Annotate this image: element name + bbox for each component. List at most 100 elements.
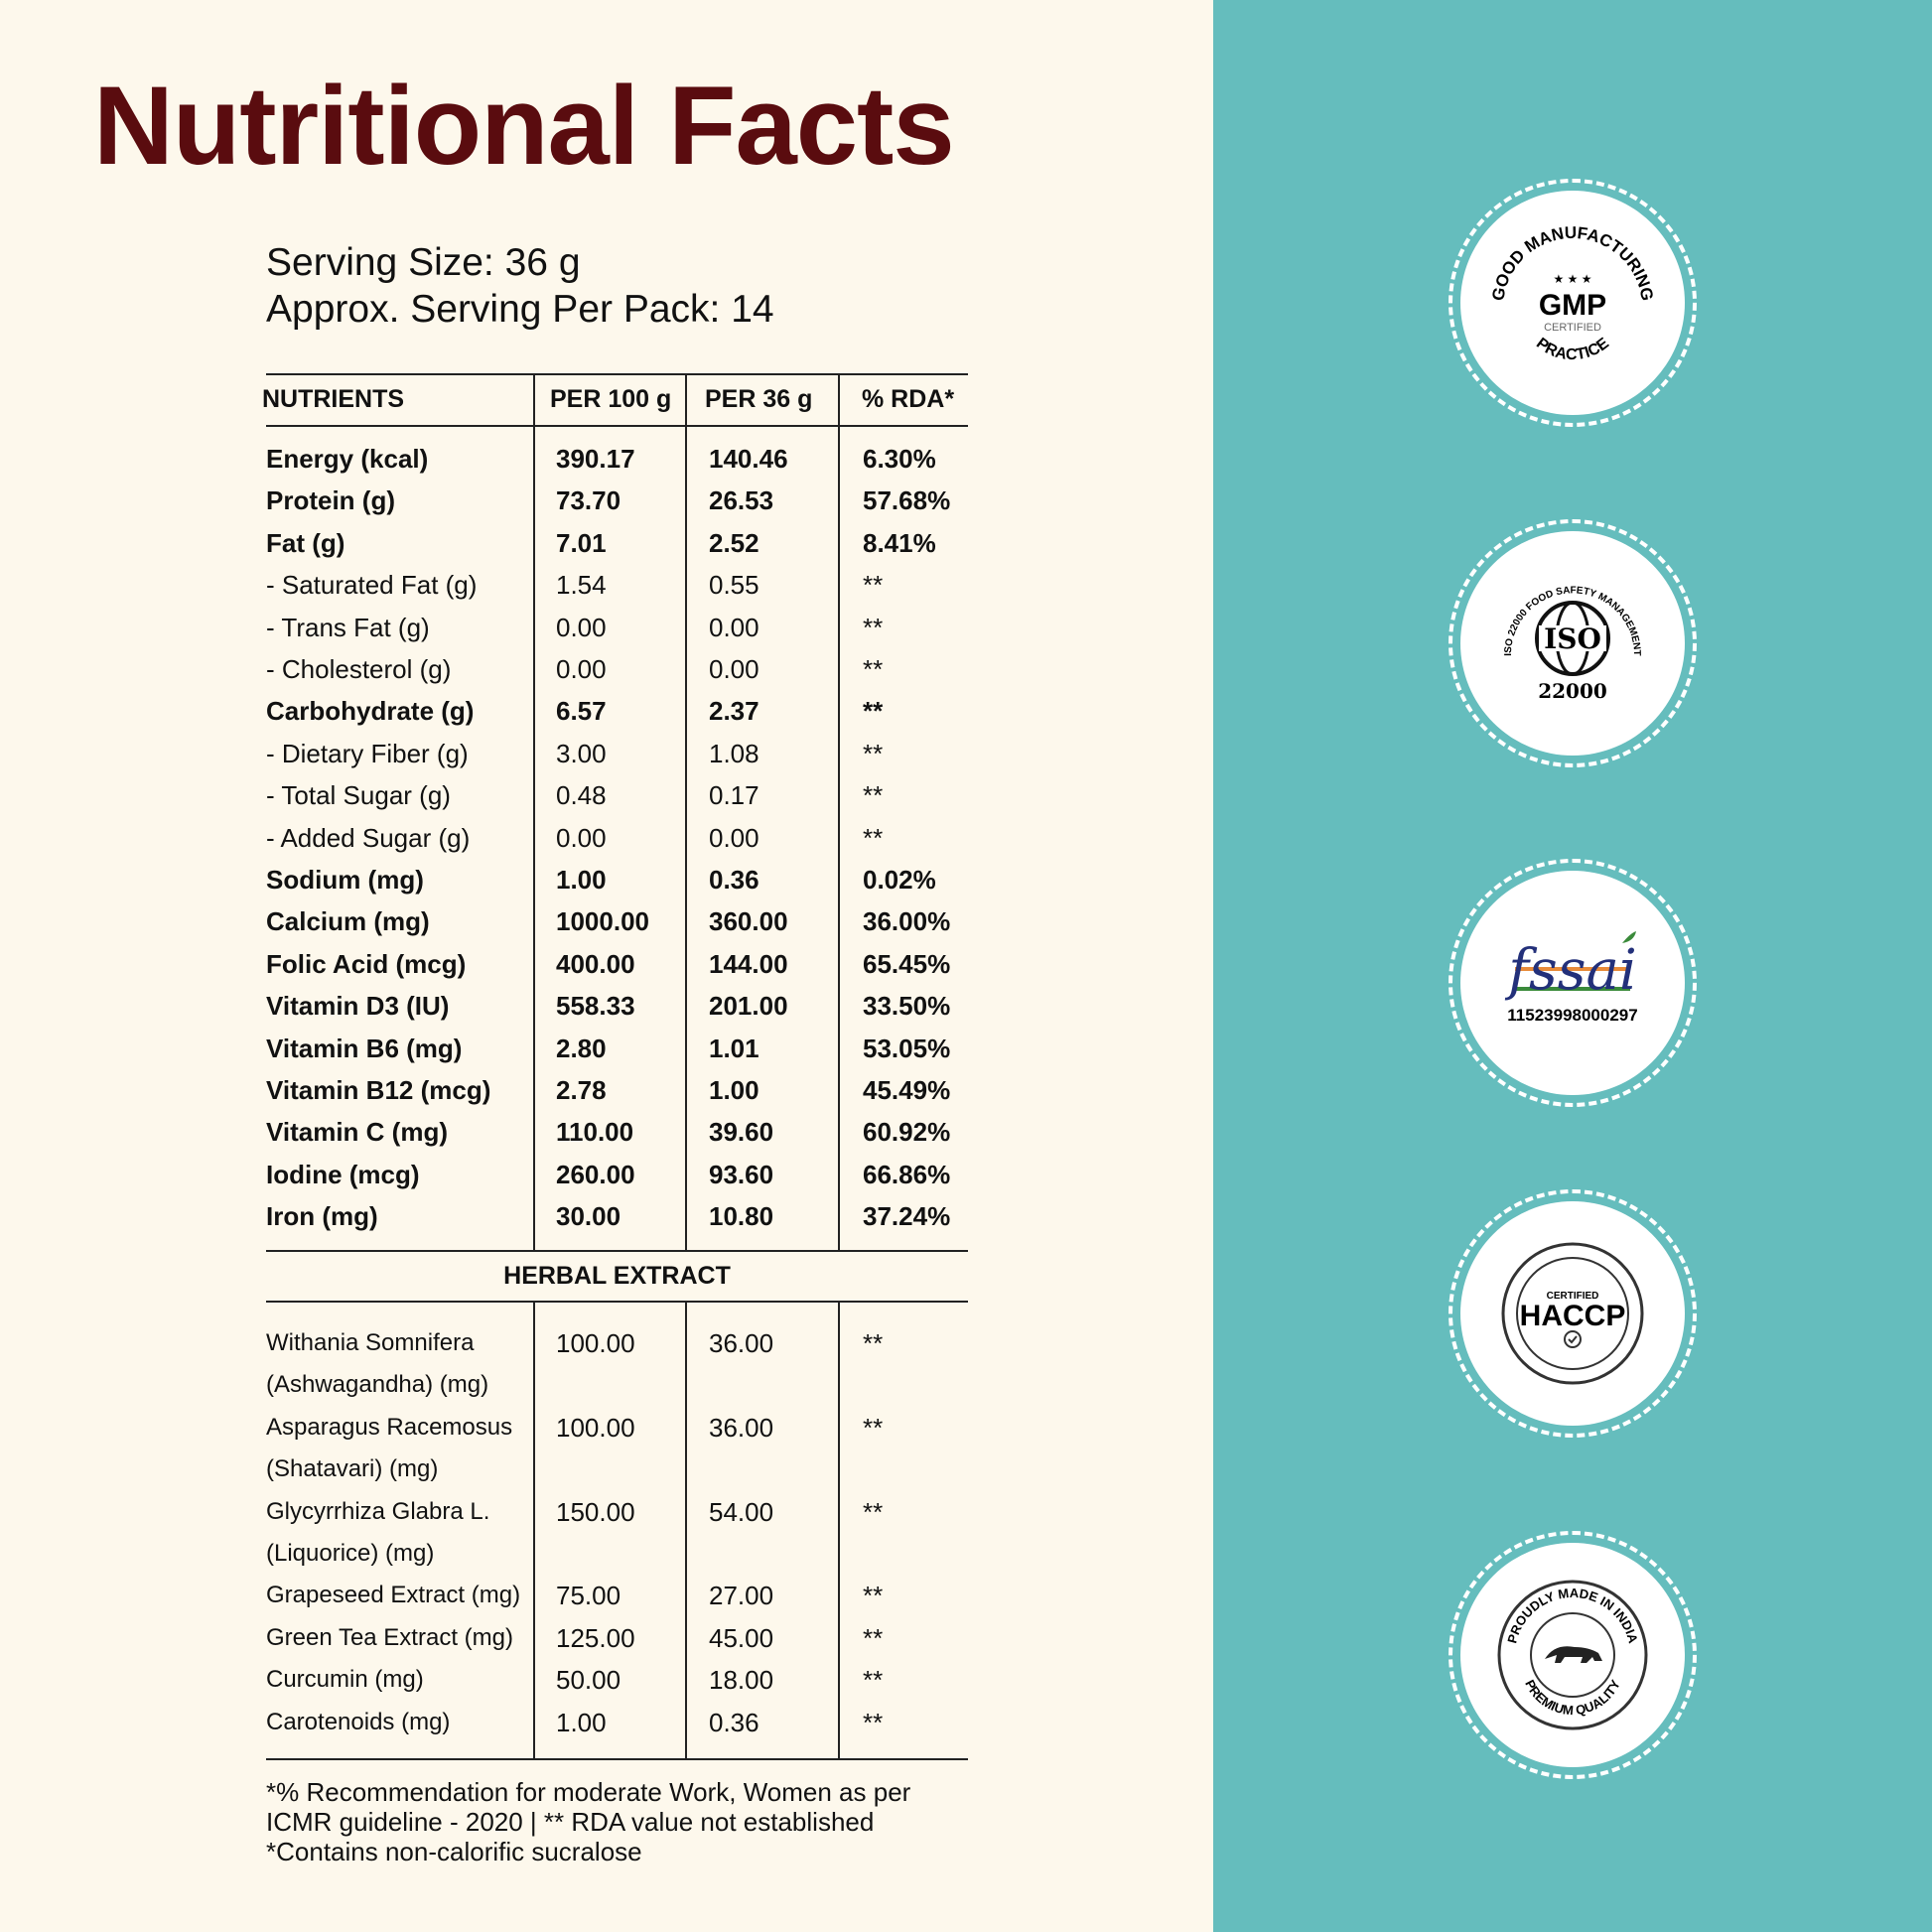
divider [266,1250,968,1252]
per-36g-value: 0.00 [709,612,759,642]
herbal-name: Curcumin (mg) [266,1666,424,1694]
divider [838,374,840,1251]
footnote: ICMR guideline - 2020 | ** RDA value not… [266,1807,875,1837]
herbal-per-36g-value: 0.36 [709,1707,759,1737]
per-36g-value: 0.17 [709,780,759,811]
nutrient-name: Protein (g) [266,485,395,516]
herbal-extract-heading: HERBAL EXTRACT [503,1262,731,1290]
per-36g-value: 1.08 [709,738,759,768]
gmp-logo-icon: GOOD MANUFACTURING GMP CERTIFIED PRACTIC… [1488,223,1657,363]
footnote: *% Recommendation for moderate Work, Wom… [266,1777,911,1807]
nutrient-name: Iodine (mcg) [266,1159,420,1189]
rda-value: 37.24% [863,1201,951,1232]
serving-size: Serving Size: 36 g [266,241,581,284]
nutrient-name: - Trans Fat (g) [266,612,430,642]
svg-text:ISO: ISO [1544,622,1601,655]
per-36g-value: 0.55 [709,570,759,601]
svg-text:★ ★ ★: ★ ★ ★ [1554,272,1592,286]
herbal-per-36g-value: 36.00 [709,1412,774,1443]
nutrient-name: - Added Sugar (g) [266,822,471,853]
per-100g-value: 6.57 [556,696,607,727]
rda-value: 57.68% [863,485,951,516]
per-100g-value: 110.00 [556,1117,634,1148]
gmp-badge: GOOD MANUFACTURING GMP CERTIFIED PRACTIC… [1449,179,1697,427]
nutrient-name: Iron (mg) [266,1201,378,1232]
herbal-per-100g-value: 75.00 [556,1581,621,1611]
nutrient-name: Vitamin B12 (mcg) [266,1075,491,1105]
divider [533,1302,535,1759]
divider [266,1301,968,1303]
herbal-name: Withania Somnifera [266,1329,475,1356]
page-title: Nutritional Facts [93,64,955,188]
haccp-badge: CERTIFIED HACCP [1449,1189,1697,1438]
nutrient-name: Vitamin D3 (IU) [266,991,450,1022]
svg-text:fssai: fssai [1504,938,1637,1003]
per-100g-value: 2.80 [556,1033,607,1063]
herbal-per-36g-value: 18.00 [709,1665,774,1696]
footnote: *Contains non-calorific sucralose [266,1837,642,1866]
rda-value: 0.02% [863,865,936,895]
per-36g-value: 0.00 [709,654,759,684]
per-36g-value: 140.46 [709,444,788,474]
per-36g-value: 0.00 [709,822,759,853]
herbal-per-100g-value: 50.00 [556,1665,621,1696]
per-100g-value: 7.01 [556,527,607,558]
rda-value: ** [863,612,884,642]
nutrient-name: - Dietary Fiber (g) [266,738,469,768]
per-100g-value: 30.00 [556,1201,621,1232]
divider [266,373,968,375]
herbal-per-100g-value: 150.00 [556,1496,635,1527]
nutrient-name: Energy (kcal) [266,444,429,474]
rda-value: ** [863,822,884,853]
svg-text:HACCP: HACCP [1520,1300,1626,1332]
nutrient-name: - Cholesterol (g) [266,654,452,684]
servings-per-pack: Approx. Serving Per Pack: 14 [266,288,774,331]
herbal-name: (Liquorice) (mg) [266,1540,435,1567]
svg-text:CERTIFIED: CERTIFIED [1547,1291,1599,1302]
herbal-per-100g-value: 1.00 [556,1707,607,1737]
herbal-per-100g-value: 100.00 [556,1412,635,1443]
per-100g-value: 0.00 [556,654,607,684]
per-36g-value: 10.80 [709,1201,774,1232]
herbal-per-100g-value: 125.00 [556,1622,635,1653]
svg-text:GMP: GMP [1539,289,1606,322]
nutrient-name: Fat (g) [266,527,345,558]
herbal-per-36g-value: 27.00 [709,1581,774,1611]
header-nutrients: NUTRIENTS [262,385,405,413]
herbal-name: (Ashwagandha) (mg) [266,1371,489,1399]
herbal-rda-value: ** [863,1412,884,1443]
herbal-name: Grapeseed Extract (mg) [266,1582,521,1609]
divider [838,1302,840,1759]
rda-value: 33.50% [863,991,951,1022]
svg-text:PROUDLY MADE IN INDIA: PROUDLY MADE IN INDIA [1504,1586,1641,1645]
herbal-rda-value: ** [863,1328,884,1358]
rda-value: ** [863,570,884,601]
per-100g-value: 1000.00 [556,906,649,937]
made-in-india-logo-icon: PROUDLY MADE IN INDIA PREMIUM QUALITY [1497,1580,1648,1730]
divider [685,374,687,1251]
per-100g-value: 1.54 [556,570,607,601]
nutrient-name: - Total Sugar (g) [266,780,451,811]
herbal-per-36g-value: 54.00 [709,1496,774,1527]
per-100g-value: 260.00 [556,1159,635,1189]
rda-value: ** [863,738,884,768]
rda-value: 36.00% [863,906,951,937]
header-per-36g: PER 36 g [705,385,813,413]
herbal-rda-value: ** [863,1665,884,1696]
nutrient-name: Carbohydrate (g) [266,696,475,727]
per-100g-value: 73.70 [556,485,621,516]
divider [266,425,968,427]
per-36g-value: 0.36 [709,865,759,895]
per-100g-value: 558.33 [556,991,635,1022]
nutrient-name: - Saturated Fat (g) [266,570,478,601]
nutrient-name: Vitamin C (mg) [266,1117,448,1148]
per-100g-value: 400.00 [556,948,635,979]
per-36g-value: 1.01 [709,1033,759,1063]
svg-text:CERTIFIED: CERTIFIED [1544,322,1601,334]
iso-logo-icon: ISO 22000 FOOD SAFETY MANAGEMENT ISO 220… [1503,585,1642,703]
herbal-per-36g-value: 36.00 [709,1328,774,1358]
nutrient-name: Vitamin B6 (mg) [266,1033,463,1063]
herbal-rda-value: ** [863,1581,884,1611]
header-per-100g: PER 100 g [550,385,672,413]
rda-value: ** [863,696,884,727]
